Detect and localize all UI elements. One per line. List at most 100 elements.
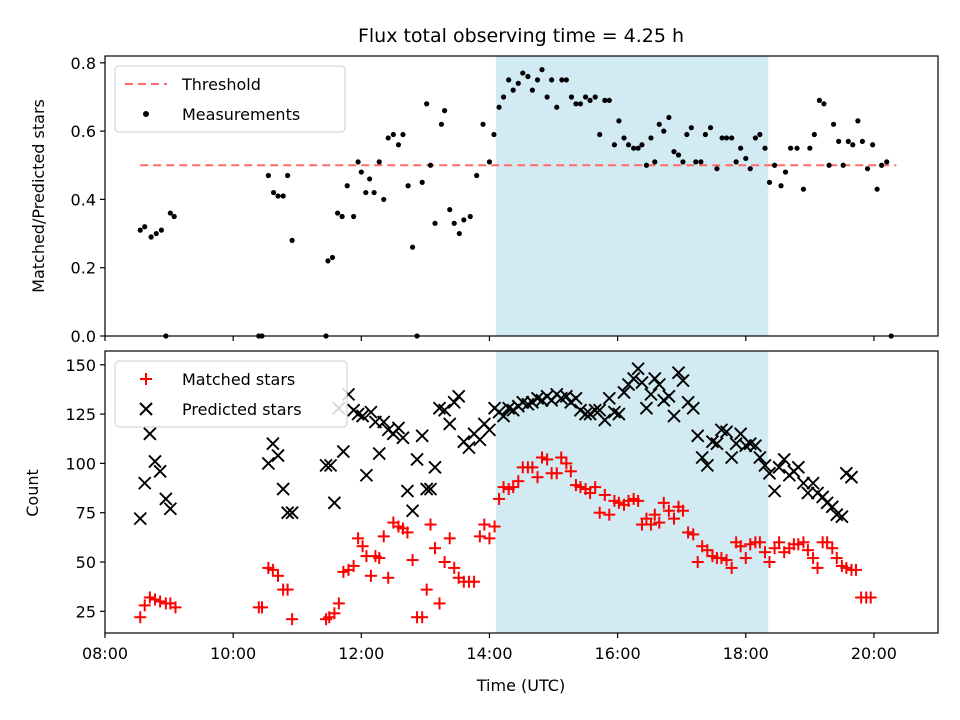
predicted-point <box>280 506 295 520</box>
measurement-point <box>461 217 467 223</box>
predicted-point <box>405 504 420 518</box>
measurement-point <box>480 121 486 127</box>
measurement-point <box>539 67 545 73</box>
measurement-point <box>529 87 535 93</box>
predicted-point <box>767 484 782 498</box>
measurement-point <box>451 220 457 226</box>
matched-legend-swatch <box>140 373 152 385</box>
predicted-point <box>648 371 662 386</box>
predicted-point <box>612 407 626 421</box>
predicted-point <box>686 401 700 415</box>
predicted-point <box>593 403 607 417</box>
count-plot-frame <box>104 350 939 634</box>
predicted-point <box>801 486 815 500</box>
matched-legend-label: Matched stars <box>182 370 295 389</box>
matched-point <box>143 591 156 604</box>
measurement-point <box>652 159 658 165</box>
matched-point <box>328 607 341 620</box>
measurement-point <box>643 162 650 168</box>
measurement-point <box>656 121 662 127</box>
predicted-point <box>359 468 374 482</box>
measurement-point <box>733 159 739 165</box>
predicted-point <box>482 423 497 437</box>
measurement-point <box>778 183 784 189</box>
ratio-y-label: Matched/Predicted stars <box>29 99 48 293</box>
matched-point <box>468 575 481 588</box>
measurement-point <box>544 94 550 100</box>
measurement-point <box>582 94 589 100</box>
y-tick-label: 0.0 <box>71 327 96 346</box>
measurement-point <box>549 77 555 83</box>
matched-point <box>830 552 843 565</box>
predicted-point <box>796 476 811 490</box>
matched-point <box>406 554 419 567</box>
predicted-point <box>355 409 370 423</box>
predicted-point <box>452 389 466 404</box>
predicted-point <box>617 385 631 400</box>
measurement-point <box>772 162 778 168</box>
measurement-point <box>447 207 453 213</box>
measurement-point <box>671 149 677 155</box>
y-tick-label: 75 <box>76 504 96 523</box>
measurement-point <box>729 135 735 141</box>
measurement-point <box>611 142 618 148</box>
matched-point <box>687 528 700 541</box>
predicted-point <box>271 448 285 463</box>
predicted-point <box>266 437 280 451</box>
matched-point <box>864 591 877 604</box>
count-x-ticks: 08:00 10:00 12:00 14:00 16:00 18:00 20:00 <box>82 633 897 663</box>
x-axis-label: Time (UTC) <box>476 676 565 695</box>
measurement-point <box>280 193 286 199</box>
y-tick-label: 0.6 <box>71 122 96 141</box>
matched-point <box>758 546 771 559</box>
matched-point <box>648 508 661 521</box>
predicted-point <box>462 440 476 455</box>
predicted-point <box>428 460 442 475</box>
predicted-point <box>285 506 299 520</box>
measurement-point <box>358 169 364 175</box>
measurement-point <box>606 97 612 103</box>
measurement-point <box>714 166 720 172</box>
matched-point <box>560 457 573 470</box>
measurement-point <box>270 189 277 196</box>
predicted-point <box>719 425 734 439</box>
measurement-point <box>826 162 832 168</box>
matched-point <box>526 461 539 474</box>
predicted-point <box>758 458 772 473</box>
matched-point <box>541 453 554 466</box>
matched-point <box>154 595 167 608</box>
predicted-point <box>762 466 777 480</box>
chart-title: Flux total observing time = 4.25 h <box>358 25 684 47</box>
matched-point <box>148 593 161 606</box>
predicted-point <box>662 389 676 404</box>
matched-point <box>589 481 602 494</box>
predicted-point <box>635 375 649 390</box>
measurement-point <box>592 94 598 100</box>
y-tick-label: 0.4 <box>71 190 96 209</box>
matched-point <box>574 481 587 494</box>
measurement-point <box>879 162 885 168</box>
matched-point <box>337 565 350 578</box>
x-tick-label: 20:00 <box>851 644 897 663</box>
measurement-point <box>850 142 856 148</box>
measurement-point <box>762 145 768 151</box>
predicted-point <box>710 437 724 451</box>
measurement-point <box>442 108 448 114</box>
matched-point <box>286 613 299 626</box>
measurement-point <box>616 118 622 124</box>
matched-point <box>356 540 369 553</box>
measurement-point <box>496 104 502 110</box>
measurement-point <box>424 101 430 107</box>
matched-point <box>531 471 544 484</box>
predicted-point <box>626 371 641 386</box>
matched-point <box>473 530 486 543</box>
measurement-point <box>285 172 291 179</box>
measurement-point <box>625 142 632 148</box>
measurement-point <box>577 101 584 107</box>
threshold-legend-label: Threshold <box>181 75 261 94</box>
measurement-point <box>568 94 575 100</box>
measurement-point <box>381 196 387 203</box>
predicted-point <box>423 482 438 496</box>
measurement-point <box>794 145 800 151</box>
